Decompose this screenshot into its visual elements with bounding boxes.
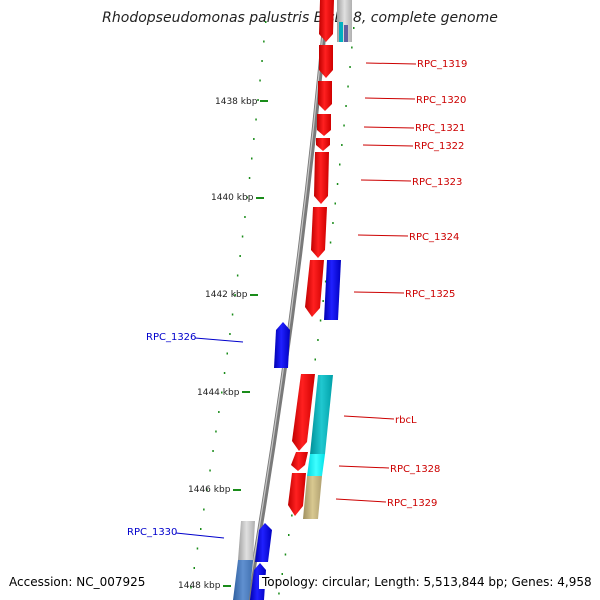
- misc-feature[interactable]: [238, 521, 255, 560]
- rna-feature[interactable]: [307, 454, 325, 476]
- scale-labels: 1438 kbp 1440 kbp 1442 kbp 1444 kbp 1446…: [178, 97, 268, 591]
- scale-label: 1438 kbp: [215, 97, 258, 107]
- gene-labels: RPC_1319 RPC_1320 RPC_1321 RPC_1322 RPC_…: [127, 59, 467, 539]
- forward-strand-features: [288, 0, 352, 519]
- callout-line: [343, 415, 395, 420]
- callout-line: [194, 337, 244, 343]
- scale-label: 1444 kbp: [197, 388, 240, 398]
- gene-arrow[interactable]: [319, 45, 333, 78]
- callout-line: [360, 179, 412, 182]
- callout-line: [353, 291, 405, 294]
- misc-feature[interactable]: [339, 22, 343, 42]
- gene-label[interactable]: RPC_1319: [417, 59, 467, 70]
- gene-arrow[interactable]: [291, 452, 308, 471]
- gene-arrow-reverse[interactable]: [324, 260, 341, 320]
- callout-line: [362, 144, 414, 147]
- misc-feature[interactable]: [344, 25, 348, 42]
- callout-line: [338, 465, 390, 469]
- gene-label[interactable]: RPC_1324: [409, 232, 459, 243]
- gene-arrow[interactable]: [255, 523, 272, 562]
- gene-arrow[interactable]: [316, 138, 330, 151]
- callout-line: [357, 234, 409, 237]
- gene-label[interactable]: rbcL: [395, 415, 417, 426]
- misc-feature[interactable]: [233, 560, 253, 600]
- callout-line: [335, 498, 387, 503]
- gene-arrow[interactable]: [318, 81, 332, 111]
- gene-label[interactable]: RPC_1328: [390, 464, 440, 475]
- gene-arrow[interactable]: [274, 322, 290, 368]
- callout-line: [365, 62, 417, 65]
- gene-label[interactable]: RPC_1330: [127, 527, 177, 538]
- scale-label: 1448 kbp: [178, 581, 221, 591]
- gene-arrow[interactable]: [319, 0, 334, 42]
- gene-arrow[interactable]: [314, 152, 329, 204]
- scale-label: 1440 kbp: [211, 193, 254, 203]
- rna-feature[interactable]: [310, 375, 333, 454]
- genome-backbone-highlight: [246, 0, 327, 600]
- gene-arrow[interactable]: [305, 260, 324, 317]
- gene-arrow[interactable]: [292, 374, 315, 451]
- callout-line: [363, 126, 415, 129]
- map-title: Rhodopseudomonas palustris BisB18, compl…: [102, 10, 498, 26]
- gene-label[interactable]: RPC_1322: [414, 141, 464, 152]
- callout-line: [364, 97, 416, 100]
- gene-arrow[interactable]: [250, 563, 266, 600]
- genome-stats-text: Topology: circular; Length: 5,513,844 bp…: [259, 575, 595, 589]
- gene-label[interactable]: RPC_1326: [146, 332, 196, 343]
- accession-text: Accession: NC_007925: [9, 575, 146, 589]
- gene-label[interactable]: RPC_1325: [405, 289, 455, 300]
- callout-line: [175, 532, 225, 539]
- gene-label[interactable]: RPC_1321: [415, 123, 465, 134]
- gene-label[interactable]: RPC_1320: [416, 95, 466, 106]
- scale-label: 1442 kbp: [205, 290, 248, 300]
- reverse-strand-features: [233, 322, 290, 600]
- gene-arrow[interactable]: [317, 114, 331, 136]
- gene-label[interactable]: RPC_1323: [412, 177, 462, 188]
- gene-arrow[interactable]: [311, 207, 327, 258]
- scale-label: 1446 kbp: [188, 485, 231, 495]
- gene-arrow[interactable]: [288, 473, 306, 516]
- misc-feature[interactable]: [303, 476, 322, 519]
- gene-label[interactable]: RPC_1329: [387, 498, 437, 509]
